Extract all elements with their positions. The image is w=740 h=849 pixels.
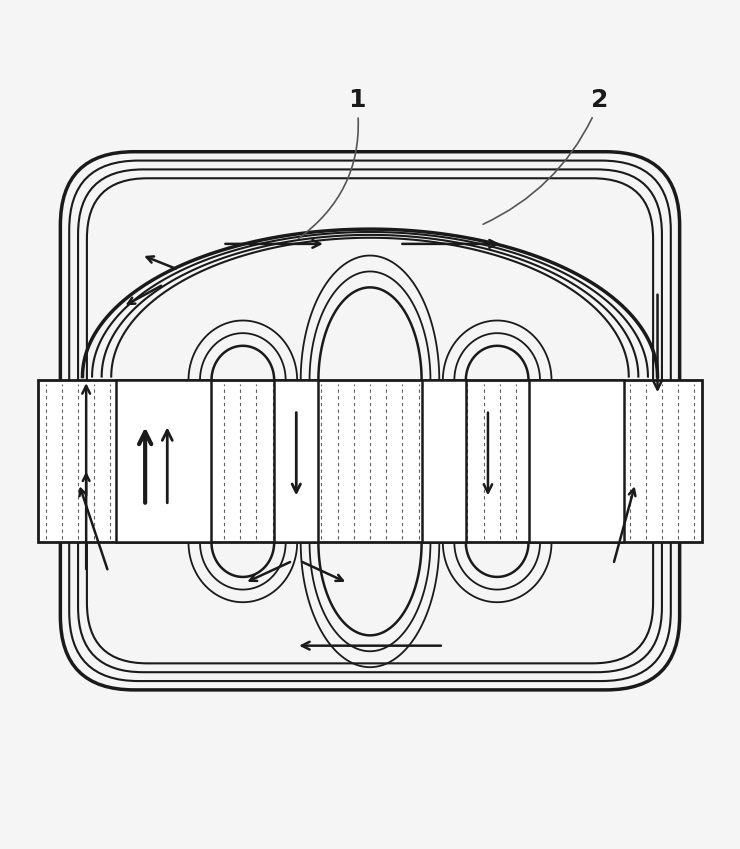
- Bar: [528, 380, 625, 543]
- Bar: [38, 380, 702, 543]
- Text: 2: 2: [483, 88, 608, 224]
- Text: 1: 1: [298, 88, 366, 239]
- Bar: [274, 380, 318, 543]
- Bar: [422, 380, 466, 543]
- Bar: [115, 380, 212, 543]
